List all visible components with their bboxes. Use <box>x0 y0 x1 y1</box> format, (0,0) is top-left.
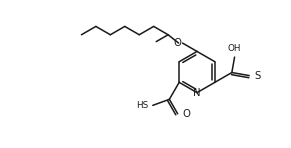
Text: O: O <box>174 38 182 48</box>
Text: N: N <box>193 88 201 98</box>
Text: HS: HS <box>136 101 149 110</box>
Text: O: O <box>183 109 191 119</box>
Text: S: S <box>254 71 260 81</box>
Text: OH: OH <box>228 44 241 53</box>
